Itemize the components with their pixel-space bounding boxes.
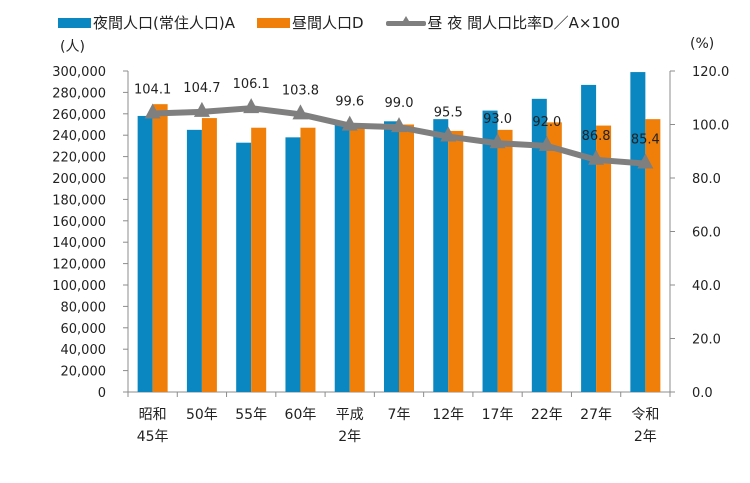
x-axis-label: 2年 [634,429,657,445]
bar-night-population [433,119,448,392]
left-axis-tick-label: 80,000 [61,300,107,315]
bar-day-population [251,128,266,392]
left-axis-tick-label: 120,000 [52,258,106,273]
x-axis-label: 令和 [631,407,659,423]
ratio-data-label: 104.1 [134,83,171,98]
right-axis-tick-label: 100.0 [692,119,729,134]
x-axis-label: 22年 [531,407,563,423]
x-axis-label: 45年 [137,429,169,445]
right-axis-tick-label: 60.0 [692,226,721,241]
left-axis-tick-label: 240,000 [52,129,106,144]
x-axis-label: 60年 [285,407,317,423]
x-axis-label: 平成 [336,407,364,423]
ratio-data-label: 106.1 [233,77,270,92]
ratio-data-label: 92.0 [532,115,561,130]
ratio-data-label: 85.4 [631,133,660,148]
x-axis-label: 50年 [186,407,218,423]
bar-night-population [384,121,399,392]
bar-day-population [596,126,611,392]
bar-day-population [448,131,463,392]
bar-night-population [335,122,350,392]
ratio-data-label: 95.5 [434,106,463,121]
bar-day-population [350,123,365,392]
ratio-data-label: 99.6 [335,95,364,110]
bar-night-population [630,72,645,392]
bar-day-population [202,118,217,392]
bar-day-population [300,128,315,392]
left-axis-tick-label: 40,000 [61,343,107,358]
right-axis-tick-label: 80.0 [692,172,721,187]
bar-night-population [285,137,300,392]
x-axis-label: 7年 [388,407,411,423]
left-axis-tick-label: 20,000 [61,365,107,380]
left-axis-tick-label: 100,000 [52,279,106,294]
ratio-data-label: 99.0 [385,96,414,111]
right-axis-tick-label: 40.0 [692,279,721,294]
ratio-data-label: 103.8 [282,83,319,98]
left-axis-tick-label: 200,000 [52,172,106,187]
left-axis-tick-label: 300,000 [52,65,106,80]
right-axis-tick-label: 0.0 [692,386,713,401]
x-axis-label: 55年 [235,407,267,423]
left-axis-tick-label: 220,000 [52,151,106,166]
left-axis-tick-label: 60,000 [61,322,107,337]
x-axis-label: 昭和 [139,407,167,423]
left-axis-tick-label: 180,000 [52,193,106,208]
left-axis-tick-label: 280,000 [52,86,106,101]
bar-day-population [399,125,414,393]
left-axis-tick-label: 160,000 [52,215,106,230]
bar-day-population [547,122,562,392]
left-axis-tick-label: 140,000 [52,236,106,251]
bar-night-population [138,116,153,392]
bar-day-population [153,104,168,392]
bar-night-population [187,130,202,392]
ratio-data-label: 104.7 [183,81,220,96]
right-axis-tick-label: 120.0 [692,65,729,80]
bar-night-population [236,143,251,392]
right-axis-tick-label: 20.0 [692,333,721,348]
x-axis-label: 17年 [482,407,514,423]
bar-night-population [483,111,498,392]
left-axis-tick-label: 0 [98,386,106,401]
x-axis-label: 12年 [432,407,464,423]
x-axis-label: 2年 [338,429,361,445]
x-axis-label: 27年 [580,407,612,423]
ratio-data-label: 93.0 [483,112,512,127]
left-axis-tick-label: 260,000 [52,108,106,123]
bar-day-population [498,130,513,392]
ratio-data-label: 86.8 [582,129,611,144]
